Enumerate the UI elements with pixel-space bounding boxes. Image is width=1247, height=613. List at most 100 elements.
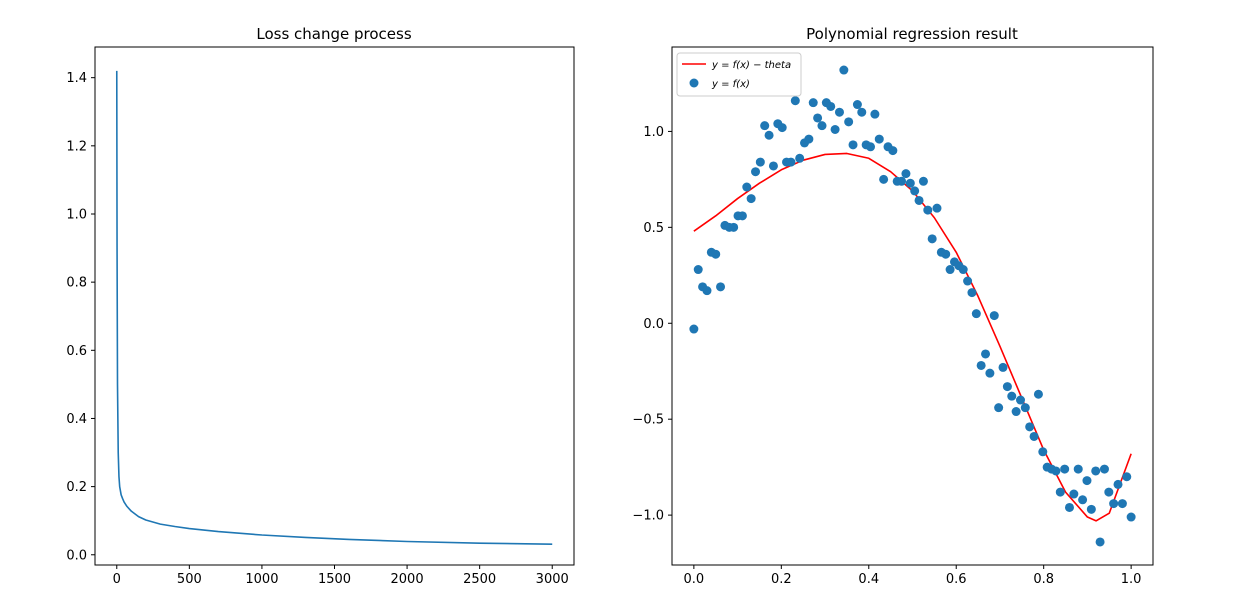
data-point <box>897 176 907 186</box>
data-point <box>786 157 796 167</box>
y-tick-label: 0.8 <box>66 276 87 291</box>
data-point <box>998 362 1008 372</box>
data-point <box>985 368 995 378</box>
data-point <box>989 311 999 321</box>
data-point <box>1117 499 1127 509</box>
data-point <box>941 249 951 259</box>
data-point <box>971 309 981 319</box>
y-tick-label: −1.0 <box>632 509 664 524</box>
y-tick-label: 1.0 <box>643 125 664 140</box>
data-point <box>1099 464 1109 474</box>
regression-chart-axes-frame <box>671 46 1154 566</box>
y-tick-label: 0.5 <box>643 221 664 236</box>
data-point <box>1029 431 1039 441</box>
data-point <box>1069 489 1079 499</box>
data-point <box>945 265 955 275</box>
data-point <box>1060 464 1070 474</box>
data-point <box>737 211 747 221</box>
data-point <box>711 249 721 259</box>
data-point <box>817 121 827 131</box>
data-point <box>693 265 703 275</box>
legend-label-data: y = f(x) <box>711 79 750 90</box>
data-point <box>923 205 933 215</box>
data-point <box>905 178 915 188</box>
data-point <box>1086 504 1096 514</box>
x-tick-label: 2000 <box>391 572 424 587</box>
data-point <box>1011 407 1021 417</box>
data-point <box>839 65 849 75</box>
y-tick-label: 0.4 <box>66 412 87 427</box>
loss-chart-title: Loss change process <box>256 25 411 43</box>
fitted-curve-line <box>693 152 1132 522</box>
data-point <box>1082 476 1092 486</box>
data-point <box>1016 395 1026 405</box>
regression-chart-title: Polynomial regression result <box>806 25 1018 43</box>
regression-chart-marks <box>689 65 1136 547</box>
data-point <box>1064 502 1074 512</box>
data-point <box>1073 464 1083 474</box>
data-point <box>852 100 862 110</box>
data-point <box>1020 403 1030 413</box>
data-point <box>764 130 774 140</box>
data-point <box>879 174 889 184</box>
legend-label-fit: y = f(x) − theta <box>711 60 791 71</box>
data-point <box>808 98 818 108</box>
legend-marker-swatch <box>689 78 699 88</box>
data-point <box>826 101 836 111</box>
x-tick-label: 0.2 <box>771 572 792 587</box>
data-point <box>1091 466 1101 476</box>
data-point <box>866 142 876 152</box>
data-point <box>1113 479 1123 489</box>
data-point <box>963 276 973 286</box>
data-point <box>1126 512 1136 522</box>
data-point <box>1122 472 1132 482</box>
data-point <box>1025 422 1035 432</box>
data-point <box>848 140 858 150</box>
data-point <box>857 107 867 117</box>
x-tick-label: 0.0 <box>684 572 705 587</box>
data-point <box>918 176 928 186</box>
y-tick-label: 1.0 <box>66 207 87 222</box>
loss-chart-y-axis-ticks: 0.0 0.2 0.4 0.6 0.8 1.0 1.2 1.4 <box>66 71 95 563</box>
data-point <box>1051 466 1061 476</box>
data-point <box>910 186 920 196</box>
data-point <box>702 286 712 296</box>
regression-chart-legend: y = f(x) − theta y = f(x) <box>676 52 802 97</box>
y-tick-label: −0.5 <box>632 413 664 428</box>
y-tick-label: 0.2 <box>66 480 87 495</box>
loss-chart-axes-frame <box>94 46 575 566</box>
x-tick-label: 500 <box>177 572 202 587</box>
data-point <box>777 123 787 133</box>
data-point <box>742 182 752 192</box>
data-point <box>967 288 977 298</box>
data-point <box>729 222 739 232</box>
y-tick-label: 1.2 <box>66 139 87 154</box>
data-point <box>768 161 778 171</box>
x-tick-label: 0.6 <box>946 572 967 587</box>
data-point <box>844 117 854 127</box>
x-tick-label: 0.4 <box>858 572 879 587</box>
data-point <box>795 153 805 163</box>
data-point <box>874 134 884 144</box>
data-point <box>830 124 840 134</box>
data-point <box>1104 487 1114 497</box>
data-point <box>1007 391 1017 401</box>
data-point <box>994 403 1004 413</box>
x-tick-label: 1000 <box>245 572 278 587</box>
legend-box <box>676 52 802 97</box>
x-tick-label: 1.0 <box>1121 572 1142 587</box>
data-point <box>813 113 823 123</box>
data-point <box>1033 389 1043 399</box>
regression-chart: Polynomial regression result 0.0 0.2 0.4 0.… <box>632 25 1154 587</box>
data-point <box>870 109 880 119</box>
y-tick-label: 1.4 <box>66 71 87 86</box>
data-point <box>958 265 968 275</box>
data-point <box>1078 495 1088 505</box>
data-point <box>716 282 726 292</box>
data-point <box>1055 487 1065 497</box>
data-point <box>760 121 770 131</box>
data-point <box>755 157 765 167</box>
x-tick-label: 3000 <box>536 572 569 587</box>
data-point <box>981 349 991 359</box>
